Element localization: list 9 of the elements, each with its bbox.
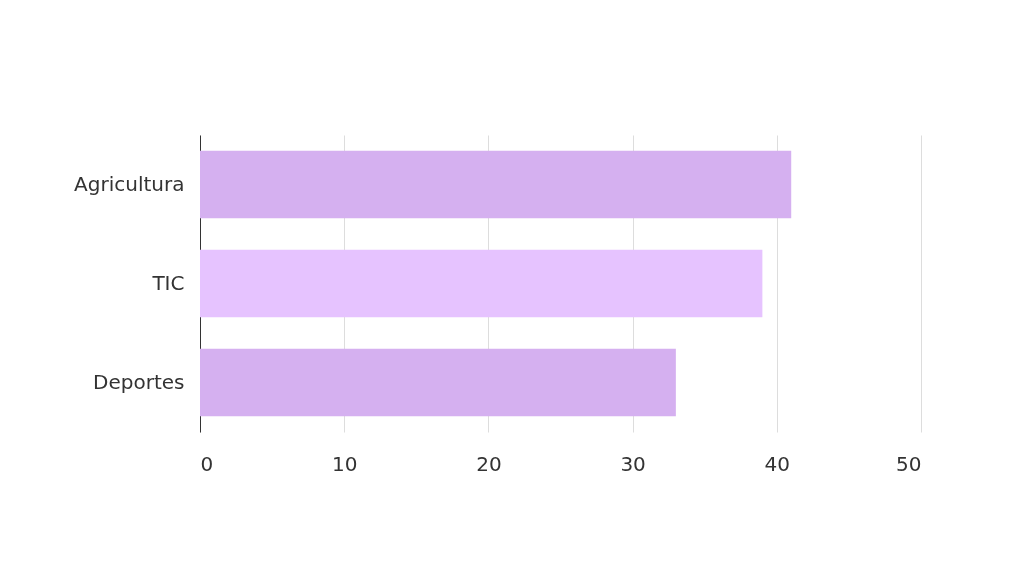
y-tick-label: Deportes bbox=[93, 369, 185, 394]
y-tick-label: Agricultura bbox=[74, 171, 185, 196]
y-tick-label: TIC bbox=[151, 270, 185, 295]
x-tick-label: 50 bbox=[896, 451, 922, 476]
x-tick-label: 20 bbox=[476, 451, 502, 476]
x-tick-label: 10 bbox=[331, 451, 358, 476]
x-tick-label: 40 bbox=[764, 451, 791, 476]
x-tick-label: 30 bbox=[620, 451, 646, 476]
x-tick-label: 0 bbox=[200, 451, 214, 476]
